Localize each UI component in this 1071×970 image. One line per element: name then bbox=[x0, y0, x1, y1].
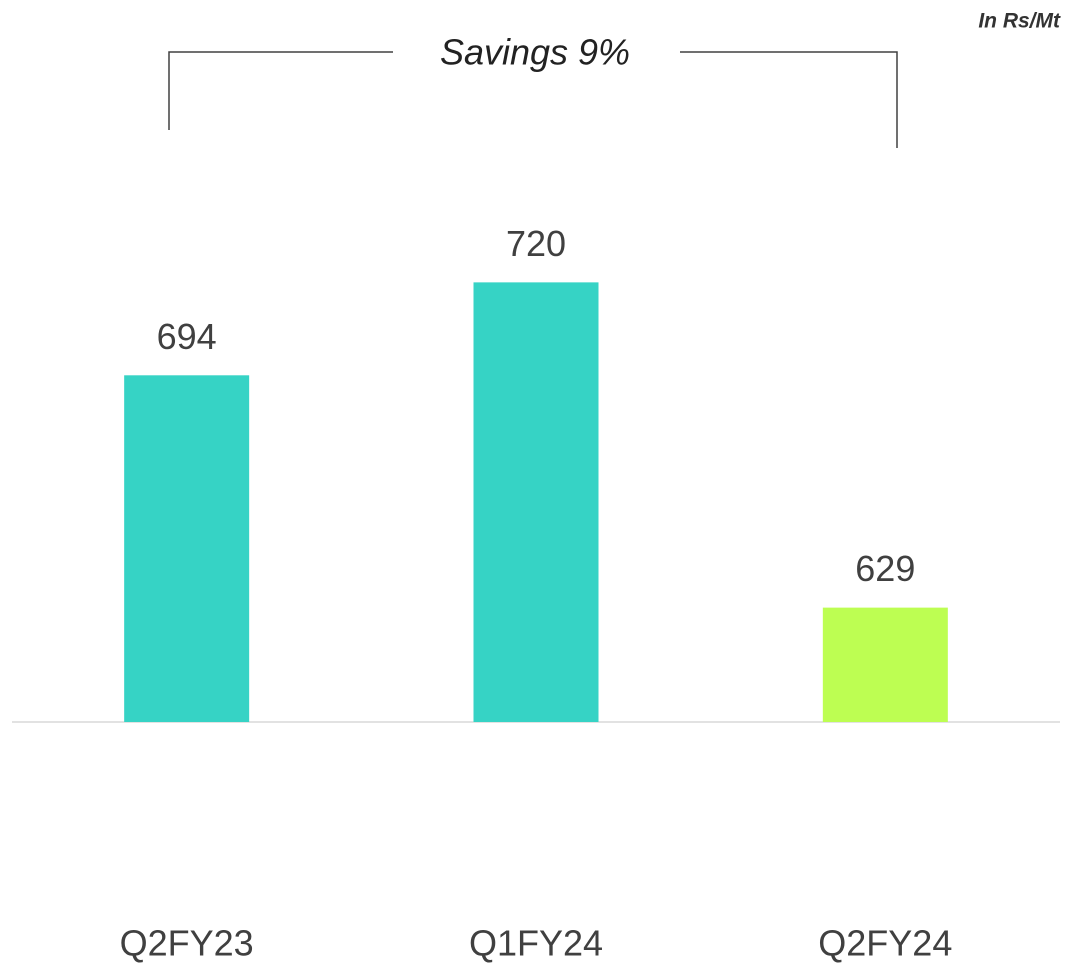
x-tick-label: Q1FY24 bbox=[469, 923, 603, 964]
unit-label: In Rs/Mt bbox=[978, 10, 1061, 33]
bar bbox=[124, 375, 250, 722]
bar bbox=[822, 607, 948, 722]
x-tick-label: Q2FY23 bbox=[120, 923, 254, 964]
bracket-left bbox=[168, 51, 393, 130]
savings-annotation: Savings 9% bbox=[440, 32, 630, 73]
value-label: 629 bbox=[855, 548, 915, 589]
bar bbox=[473, 282, 599, 722]
savings-bracket bbox=[168, 51, 898, 148]
value-label: 720 bbox=[506, 223, 566, 264]
x-tick-label: Q2FY24 bbox=[818, 923, 952, 964]
value-label: 694 bbox=[157, 316, 217, 357]
bracket-right bbox=[680, 51, 898, 148]
